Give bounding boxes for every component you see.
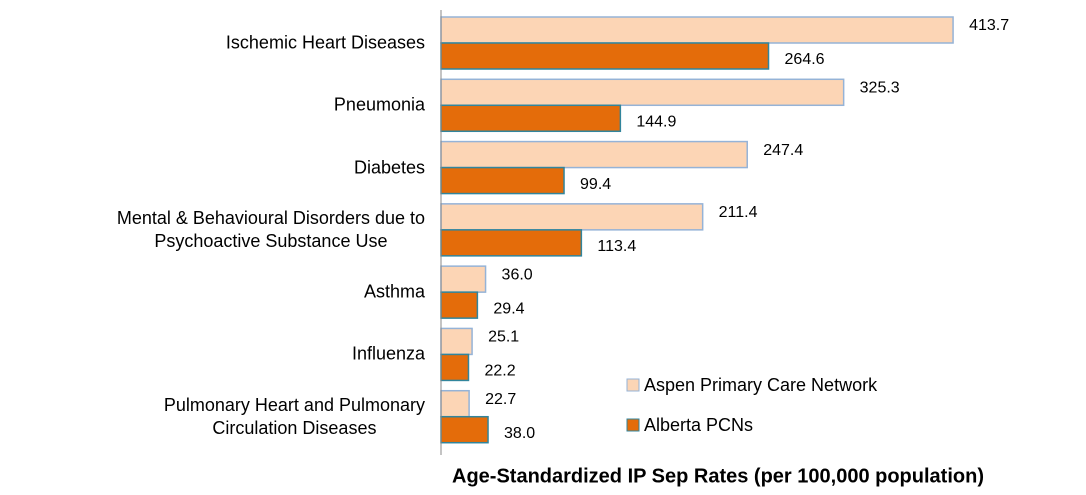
bar xyxy=(440,265,487,293)
value-label: 22.2 xyxy=(484,363,515,380)
category-label: Ischemic Heart Diseases xyxy=(225,32,425,53)
bar xyxy=(440,140,748,169)
value-label: 29.4 xyxy=(493,300,524,317)
value-label: 144.9 xyxy=(636,114,676,131)
bar xyxy=(440,16,954,44)
value-label: 325.3 xyxy=(860,80,900,97)
legend-swatch xyxy=(626,378,640,392)
x-axis-title: Age-Standardized IP Sep Rates (per 100,0… xyxy=(452,465,984,487)
value-label: 211.4 xyxy=(719,204,758,221)
legend-label: Alberta PCNs xyxy=(644,415,753,435)
bar xyxy=(440,203,704,231)
value-label: 413.7 xyxy=(969,17,1009,34)
value-label: 113.4 xyxy=(597,238,636,255)
category-label: Pulmonary Heart and Pulmonary Circulatio… xyxy=(163,394,425,438)
category-label: Influenza xyxy=(351,343,425,364)
bar xyxy=(440,415,489,444)
value-label: 247.4 xyxy=(763,142,803,159)
category-label: Mental & Behavioural Disorders due to Ps… xyxy=(116,207,425,251)
bar xyxy=(440,389,470,418)
value-label: 22.7 xyxy=(485,391,516,408)
bar xyxy=(440,327,473,356)
value-label: 38.0 xyxy=(504,425,535,442)
category-label: Diabetes xyxy=(353,157,425,178)
bar xyxy=(440,42,770,70)
bar xyxy=(440,291,479,319)
value-label: 25.1 xyxy=(488,329,519,346)
bar xyxy=(440,104,622,133)
bar xyxy=(440,353,470,382)
legend-label: Aspen Primary Care Network xyxy=(644,375,878,395)
category-label: Pneumonia xyxy=(333,94,425,115)
legend-swatch xyxy=(626,418,640,432)
bar xyxy=(440,166,565,195)
bar xyxy=(440,78,845,107)
value-label: 264.6 xyxy=(785,51,825,68)
category-label: Asthma xyxy=(363,281,425,302)
value-label: 36.0 xyxy=(502,266,533,283)
value-label: 99.4 xyxy=(580,176,611,193)
bar xyxy=(440,229,583,257)
